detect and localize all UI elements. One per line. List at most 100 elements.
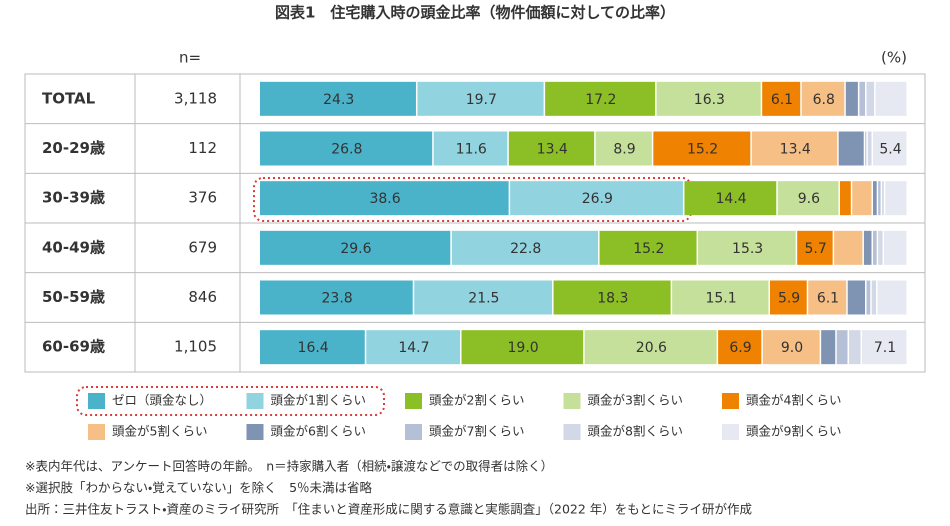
legend-swatch	[563, 424, 581, 440]
value-label: 6.1	[771, 92, 793, 108]
bar-segment	[762, 330, 820, 365]
bar-segment	[884, 230, 907, 265]
category-label: 20-29歳	[42, 139, 105, 157]
legend-swatch	[246, 393, 264, 409]
value-label: 13.4	[780, 142, 811, 158]
legend-label: 頭金が2割くらい	[429, 393, 524, 408]
bar-segment	[260, 230, 451, 265]
bar-segment	[882, 181, 884, 216]
bar-segment	[751, 131, 838, 166]
highlight	[76, 386, 385, 416]
bar-segment	[852, 181, 872, 216]
bar-segment	[866, 280, 871, 315]
legend-label: ゼロ（頭金なし）	[112, 393, 212, 408]
value-label: 16.3	[694, 92, 725, 108]
value-label: 23.8	[322, 291, 353, 307]
bar-segment	[433, 131, 508, 166]
bar-segment	[684, 181, 777, 216]
value-label: 6.1	[817, 291, 839, 307]
bar-segment	[873, 131, 907, 166]
value-label: 20.6	[636, 340, 667, 356]
value-label: 15.1	[705, 291, 736, 307]
bar-segment	[451, 230, 599, 265]
bar-segment	[859, 81, 866, 116]
bar-segment	[885, 181, 907, 216]
bar-segment	[839, 181, 851, 216]
bar-segment	[863, 230, 872, 265]
value-label: 19.0	[508, 340, 539, 356]
legend-label: 頭金が6割くらい	[271, 424, 366, 439]
n-value: 376	[188, 189, 217, 207]
value-label: 21.5	[468, 291, 499, 307]
value-label: 6.8	[813, 92, 835, 108]
bar-segment	[260, 81, 416, 116]
bar-segment	[797, 230, 833, 265]
bar-segment	[595, 131, 652, 166]
bar-segment	[821, 330, 836, 365]
value-label: 15.2	[633, 241, 664, 257]
n-value: 3,118	[174, 89, 217, 107]
legend-swatch	[563, 393, 581, 409]
category-label: 60-69歳	[42, 338, 105, 356]
note: ※表内年代は、アンケート回答時の年齢。 n＝持家購入者（相続・譲渡などでの取得者…	[25, 459, 553, 474]
bar-segment	[866, 81, 875, 116]
value-label: 11.6	[456, 142, 487, 158]
bar-segment	[599, 230, 697, 265]
value-label: 14.7	[398, 340, 429, 356]
bar-segment	[510, 181, 683, 216]
bar-segment	[777, 181, 839, 216]
legend-swatch	[405, 424, 422, 440]
legend-label: 頭金が3割くらい	[588, 393, 683, 408]
bar-segment	[878, 181, 881, 216]
value-label: 26.8	[331, 142, 362, 158]
note: 出所：三井住友トラスト・資産のミライ研究所 「住まいと資産形成に関する意識と実態…	[25, 502, 752, 517]
legend-label: 頭金が7割くらい	[429, 424, 524, 439]
value-label: 5.9	[778, 291, 800, 307]
bar-segment	[508, 131, 595, 166]
bar-segment	[865, 131, 867, 166]
bar-segment	[836, 330, 848, 365]
bar-segment	[875, 81, 907, 116]
category-label: TOTAL	[42, 89, 96, 107]
value-label: 26.9	[582, 191, 613, 207]
legend-swatch	[722, 424, 739, 440]
note: ※選択肢「わからない・覚えていない」を除く 5％未満は省略	[25, 480, 373, 495]
value-label: 22.8	[510, 241, 541, 257]
bar-segment	[260, 280, 413, 315]
bar-segment	[867, 131, 872, 166]
bar-segment	[584, 330, 717, 365]
bar-segment	[801, 81, 845, 116]
n-header: n=	[179, 49, 201, 67]
bar-segment	[878, 230, 883, 265]
legend-swatch	[722, 393, 739, 409]
bar-segment	[845, 81, 858, 116]
bar-segment	[366, 330, 461, 365]
bar-segment	[553, 280, 671, 315]
value-label: 8.9	[613, 142, 635, 158]
value-label: 15.3	[732, 241, 763, 257]
bar-segment	[417, 81, 544, 116]
value-label: 19.7	[466, 92, 497, 108]
value-label: 7.1	[874, 340, 896, 356]
value-label: 15.2	[687, 142, 718, 158]
bar-segment	[834, 230, 863, 265]
bar-segment	[260, 330, 365, 365]
n-value: 846	[188, 288, 217, 306]
unit-label: (%)	[881, 49, 907, 67]
value-label: 5.7	[805, 241, 827, 257]
value-label: 16.4	[298, 340, 329, 356]
legend-swatch	[405, 393, 422, 409]
bar-segment	[414, 280, 553, 315]
legend-swatch	[88, 393, 105, 409]
bar-segment	[656, 81, 761, 116]
value-label: 5.4	[879, 142, 901, 158]
bar-segment	[847, 280, 866, 315]
legend-label: 頭金が1割くらい	[271, 393, 366, 408]
bar-segment	[769, 280, 807, 315]
bar-segment	[838, 131, 864, 166]
bar-segment	[718, 330, 762, 365]
value-label: 9.0	[781, 340, 803, 356]
bar-segment	[873, 181, 877, 216]
legend-label: 頭金が5割くらい	[112, 424, 207, 439]
